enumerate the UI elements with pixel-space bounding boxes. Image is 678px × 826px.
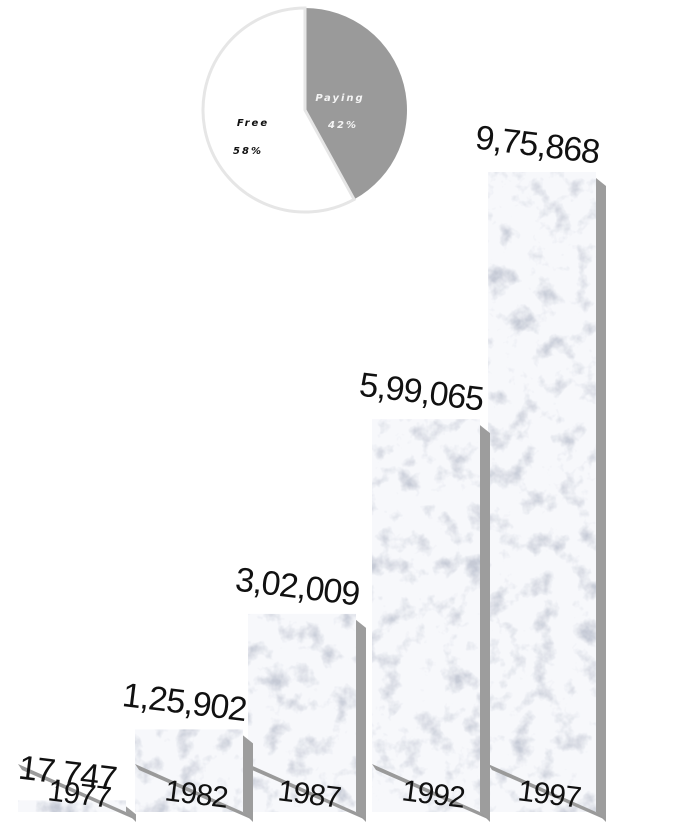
bar-group-1997: 1997 9,75,868 bbox=[473, 119, 606, 822]
x-tick-label-1982: 1982 bbox=[163, 774, 230, 814]
pie-chart: Paying 42% Free 58% bbox=[201, 6, 408, 214]
bar-group-1987: 1987 3,02,009 bbox=[233, 561, 366, 822]
bar-base-1987 bbox=[248, 764, 366, 820]
pie-label-free: Free bbox=[237, 118, 269, 129]
bar-group-1992: 1992 5,99,065 bbox=[357, 366, 490, 822]
data-label-1992: 5,99,065 bbox=[357, 366, 485, 419]
pie-label-paying: Paying bbox=[315, 93, 364, 104]
bar-texture-1997 bbox=[488, 172, 596, 812]
x-tick-label-1987: 1987 bbox=[276, 774, 343, 814]
pie-slice-paying bbox=[305, 8, 408, 200]
bar-side-1987 bbox=[356, 619, 366, 822]
bar-texture-1987 bbox=[248, 613, 356, 812]
bar-texture-1977 bbox=[18, 800, 126, 812]
bar-base-1982 bbox=[135, 764, 253, 820]
bar-side-1982 bbox=[243, 735, 253, 822]
data-label-1982: 1,25,902 bbox=[120, 676, 248, 729]
pie-value-paying: 42% bbox=[327, 120, 358, 131]
bar-texture-1992 bbox=[372, 419, 480, 812]
x-tick-label-1992: 1992 bbox=[400, 774, 467, 814]
data-label-1987: 3,02,009 bbox=[233, 561, 361, 614]
x-tick-label-1997: 1997 bbox=[516, 774, 583, 814]
data-label-1977: 17,747 bbox=[16, 749, 118, 799]
bar-chart: 1997 9,75,868 1992 5,99,065 1987 3,02,009 1982… bbox=[16, 119, 606, 822]
bar-side-1992 bbox=[480, 425, 490, 822]
bar-group-1982: 1982 1,25,902 bbox=[120, 676, 253, 822]
bar-base-1997 bbox=[488, 764, 606, 820]
bar-base-1977 bbox=[18, 764, 136, 820]
x-tick-label-1977: 1977 bbox=[46, 774, 113, 814]
data-label-1997: 9,75,868 bbox=[473, 119, 601, 172]
bar-texture-1982 bbox=[135, 729, 243, 812]
bar-side-1997 bbox=[596, 178, 606, 822]
pie-slice-free bbox=[201, 6, 357, 214]
bar-base-1992 bbox=[372, 764, 490, 820]
pie-value-free: 58% bbox=[233, 146, 263, 157]
